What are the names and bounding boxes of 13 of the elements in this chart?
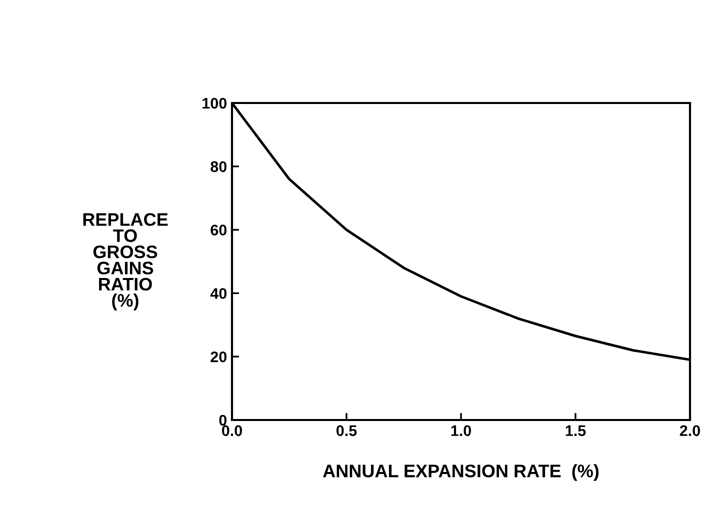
y-tick-label: 60 [210,224,227,236]
y-tick-label: 20 [210,351,227,362]
y-tick-label: 100 [202,98,227,109]
x-tick-label: 1.0 [451,425,471,436]
y-tick-label: 0 [219,414,227,426]
y-tick-label: 80 [210,161,227,172]
x-tick-label: 0.0 [222,425,242,436]
x-tick-label: 1.5 [566,425,586,436]
x-axis-title: ANNUAL EXPANSION RATE (%) [323,464,599,481]
y-tick-label: 40 [210,288,227,299]
x-tick-label: 2.0 [680,425,700,436]
x-tick-label: 0.5 [336,425,357,436]
y-axis-title: REPLACE TO GROSS GAINS RATIO (%) [83,213,168,310]
